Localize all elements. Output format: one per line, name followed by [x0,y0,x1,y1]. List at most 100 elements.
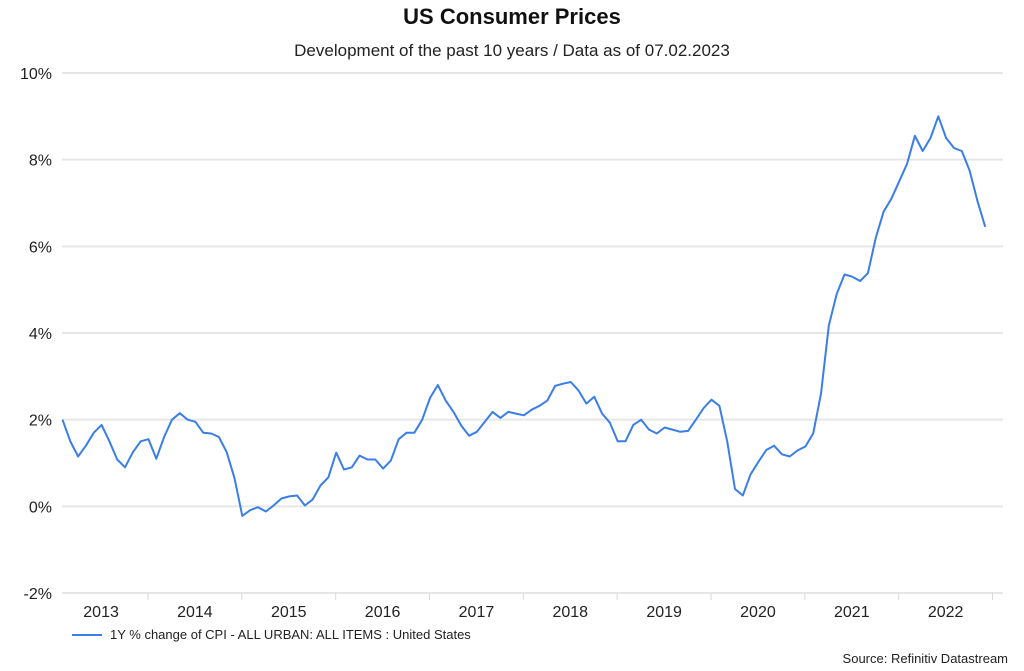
data-point [609,422,611,424]
data-point [890,198,892,200]
data-point [945,137,947,139]
data-point [906,163,908,165]
data-point [437,384,439,386]
data-point [812,433,814,435]
x-tick-label: 2018 [552,604,588,621]
data-point [390,459,392,461]
data-point [93,432,95,434]
data-point [664,427,666,429]
data-point [234,477,236,479]
data-point [930,137,932,139]
data-point [539,405,541,407]
x-tick-label: 2019 [646,604,682,621]
data-point [593,396,595,398]
data-point [116,459,118,461]
chart-title: US Consumer Prices [403,4,621,29]
y-tick-label: 2% [29,413,52,430]
data-point [554,385,556,387]
data-point [296,495,298,497]
data-point [734,488,736,490]
legend-label: 1Y % change of CPI - ALL URBAN: ALL ITEM… [110,627,471,642]
x-tick-label: 2015 [271,604,307,621]
data-point [718,405,720,407]
data-point [781,453,783,455]
series-layer [61,115,987,517]
data-point [617,440,619,442]
data-point [398,438,400,440]
data-point [867,272,869,274]
data-point [546,400,548,402]
source-note: Source: Refinitiv Datastream [842,651,1008,666]
data-point [304,505,306,507]
y-tick-label: -2% [24,586,52,603]
data-point [937,115,939,117]
data-point [140,440,142,442]
data-point [320,485,322,487]
data-point [226,451,228,453]
data-point [703,407,705,409]
data-point [765,449,767,451]
legend-swatch [72,633,102,636]
data-point [382,468,384,470]
data-point [859,280,861,282]
data-point [492,411,494,413]
data-point [273,505,275,507]
data-point [523,414,525,416]
chart-subtitle: Development of the past 10 years / Data … [294,41,730,60]
data-point [218,436,220,438]
data-point [828,325,830,327]
data-point [531,409,533,411]
data-point [327,476,329,478]
data-point [468,435,470,437]
data-point [367,459,369,461]
data-point [851,276,853,278]
data-point [69,440,71,442]
data-point [132,451,134,453]
data-point [507,411,509,413]
data-point [413,432,415,434]
data-point [210,433,212,435]
data-point [249,509,251,511]
data-point [374,459,376,461]
data-point [515,413,517,415]
y-axis: -2% 0% 2% 4% 6% 8% 10% [20,66,52,603]
series-line-cpi [61,115,987,517]
data-point [883,211,885,213]
data-point [406,432,408,434]
data-point [726,440,728,442]
data-point [578,390,580,392]
data-point [101,424,103,426]
data-point [976,200,978,202]
x-tick-label: 2016 [365,604,401,621]
data-point [312,498,314,500]
data-point [820,393,822,395]
data-point [562,383,564,385]
data-point [804,446,806,448]
data-point [343,469,345,471]
data-point [194,421,196,423]
data-point [632,424,634,426]
data-point [671,429,673,431]
data-point [171,419,173,421]
data-point [789,456,791,458]
data-point [836,293,838,295]
data-point [453,411,455,413]
data-point [187,419,189,421]
data-point [570,381,572,383]
x-tick-label: 2013 [83,604,119,621]
data-point [77,456,79,458]
y-tick-label: 4% [29,326,52,343]
y-tick-label: 8% [29,153,52,170]
data-point [969,170,971,172]
data-point [875,237,877,239]
y-tick-label: 6% [29,239,52,256]
data-point [179,412,181,414]
data-point [640,419,642,421]
data-point [797,449,799,451]
data-point [750,473,752,475]
data-point [758,461,760,463]
data-point [335,452,337,454]
data-point [124,466,126,468]
data-point [351,466,353,468]
data-point [656,433,658,435]
